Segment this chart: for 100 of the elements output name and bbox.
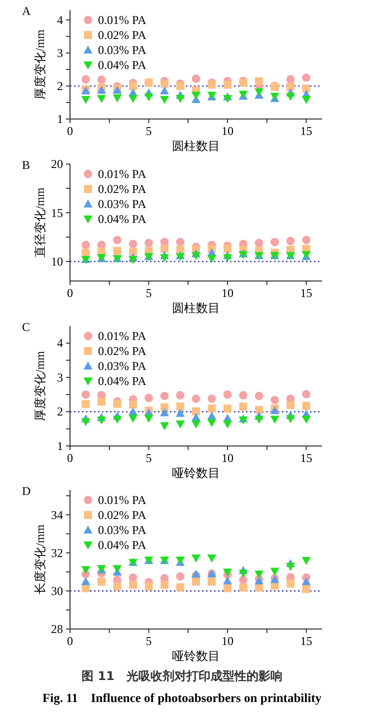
- point: [208, 404, 216, 413]
- x-tick-label: 15: [300, 634, 312, 648]
- y-axis-title: 长度变化/mm: [33, 524, 47, 595]
- x-tick-label: 0: [67, 286, 73, 300]
- legend-label: 0.03% PA: [98, 197, 147, 211]
- point: [192, 394, 200, 403]
- point: [207, 554, 216, 562]
- point: [144, 582, 153, 591]
- point: [82, 584, 90, 592]
- y-tick-label: 20: [51, 157, 63, 171]
- chart-title: A: [22, 4, 31, 18]
- y-tick-label: 2: [57, 78, 63, 93]
- point: [270, 416, 280, 424]
- x-axis-title: 圆柱数目: [172, 139, 220, 153]
- point: [255, 77, 263, 86]
- x-tick-label: 10: [222, 286, 234, 300]
- legend-label: 0.03% PA: [98, 523, 147, 537]
- point: [224, 80, 232, 89]
- point: [128, 414, 138, 423]
- point: [239, 402, 248, 411]
- point: [302, 236, 310, 244]
- point: [160, 80, 168, 88]
- point: [97, 75, 106, 84]
- point: [128, 95, 138, 104]
- point: [129, 580, 137, 589]
- legend-label: 0.02% PA: [98, 508, 147, 522]
- point: [128, 240, 138, 248]
- y-tick-label: 28: [51, 622, 63, 636]
- point: [239, 583, 248, 592]
- x-tick-label: 5: [146, 451, 152, 465]
- x-tick-label: 0: [67, 634, 73, 648]
- point: [176, 402, 184, 411]
- x-tick-label: 5: [146, 286, 152, 300]
- legend-label: 0.01% PA: [98, 167, 147, 181]
- chart-title: C: [22, 320, 30, 334]
- y-tick-label: 30: [51, 584, 63, 598]
- point: [223, 95, 232, 104]
- point: [129, 248, 137, 256]
- point: [160, 392, 169, 400]
- point: [81, 96, 90, 104]
- legend-label: 0.04% PA: [98, 58, 147, 72]
- chart-title: B: [22, 158, 30, 172]
- legend-label: 0.04% PA: [98, 212, 147, 226]
- point: [286, 401, 294, 410]
- y-tick-label: 32: [51, 546, 63, 560]
- point: [302, 96, 311, 104]
- point: [176, 95, 185, 104]
- y-tick-label: 2: [57, 404, 63, 419]
- caption: Fig. 11 Influence of photoabsorbers on printability: [42, 691, 322, 705]
- point: [160, 408, 169, 416]
- point: [192, 420, 200, 429]
- point: [82, 75, 90, 84]
- x-tick-label: 15: [300, 124, 312, 138]
- y-tick-label: 3: [57, 46, 63, 60]
- point: [254, 416, 264, 424]
- point: [176, 572, 184, 581]
- point: [254, 238, 264, 248]
- point: [286, 579, 294, 588]
- point: [144, 238, 153, 248]
- point: [82, 248, 90, 257]
- x-tick-label: 0: [67, 124, 73, 138]
- point: [302, 390, 310, 398]
- point: [144, 394, 153, 402]
- point: [223, 254, 232, 262]
- point: [112, 416, 122, 424]
- x-axis-title: 哑铃数目: [172, 649, 220, 663]
- point: [176, 408, 185, 417]
- x-tick-label: 0: [67, 451, 73, 465]
- point: [82, 390, 90, 399]
- point: [224, 584, 232, 592]
- point: [223, 576, 232, 584]
- legend-label: 0.01% PA: [98, 493, 147, 507]
- legend-label: 0.02% PA: [98, 182, 147, 196]
- legend-label: 0.04% PA: [98, 538, 147, 552]
- point: [208, 80, 216, 89]
- legend-label: 0.01% PA: [98, 13, 147, 27]
- point: [207, 419, 216, 428]
- point: [113, 236, 122, 244]
- point: [144, 93, 154, 102]
- legend-label: 0.03% PA: [98, 43, 147, 57]
- point: [302, 416, 311, 424]
- point: [176, 391, 184, 400]
- point: [254, 392, 264, 400]
- chart-title: D: [22, 484, 31, 498]
- point: [302, 74, 310, 82]
- point: [286, 415, 295, 424]
- legend-label: 0.04% PA: [98, 374, 147, 388]
- point: [176, 82, 184, 90]
- y-axis-title: 厚度变化/mm: [33, 350, 47, 422]
- point: [129, 400, 137, 409]
- y-tick-label: 1: [57, 439, 63, 453]
- point: [97, 95, 106, 104]
- point: [192, 74, 200, 83]
- point: [238, 570, 248, 578]
- point: [192, 578, 200, 586]
- y-tick-label: 4: [57, 336, 63, 350]
- point: [192, 92, 200, 100]
- point: [81, 566, 90, 574]
- point: [160, 580, 168, 589]
- point: [113, 400, 122, 408]
